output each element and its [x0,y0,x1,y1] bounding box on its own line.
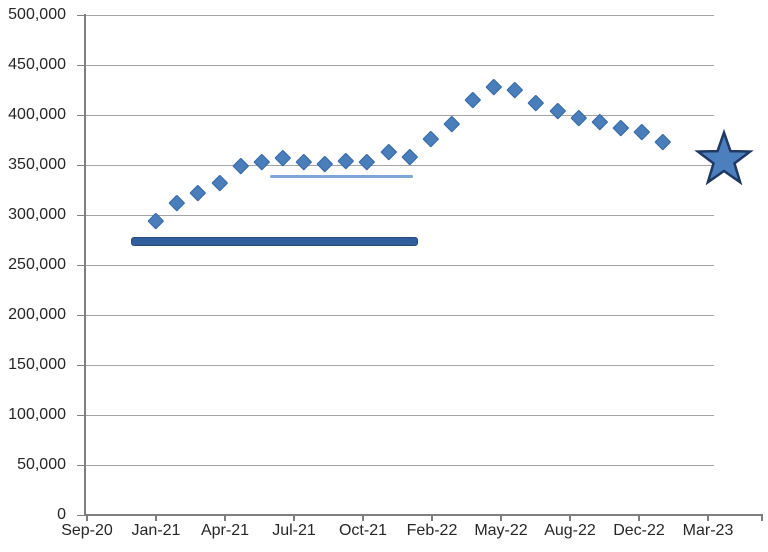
y-tick-mark [77,114,85,116]
y-axis-label: 500,000 [8,6,66,23]
data-point-mar-22 [443,115,460,133]
x-tick-mark [86,515,88,521]
y-tick-mark [77,14,85,16]
x-axis-label: Mar-23 [682,522,734,539]
x-axis-label: Jul-21 [272,522,316,539]
y-axis-label: 150,000 [8,356,66,373]
y-tick-mark [77,264,85,266]
x-axis-label: Sep-20 [61,522,113,539]
y-gridline [86,364,714,366]
x-tick-mark [707,515,709,521]
data-point-may-22 [485,78,503,96]
y-axis-label: 450,000 [8,56,66,73]
x-axis-label: May-22 [474,522,528,539]
x-tick-mark [224,515,226,521]
data-point-jul-22 [528,94,545,112]
y-tick-mark [77,64,85,66]
data-point-sep-22 [570,109,587,127]
data-point-may-21 [232,157,249,175]
x-axis-label: Dec-22 [613,522,665,539]
y-axis-label: 200,000 [8,306,66,323]
data-point-jan-22 [401,148,418,166]
y-axis-label: 100,000 [8,406,66,423]
y-axis-label: 250,000 [8,256,66,273]
data-point-jun-22 [506,81,524,99]
x-tick-mark [500,515,502,521]
data-point-aug-21 [295,153,313,171]
data-point-feb-22 [422,130,439,148]
data-point-aug-22 [549,102,566,120]
y-tick-mark [77,164,85,166]
x-axis-label: Aug-22 [544,522,596,539]
y-axis-line [84,14,86,516]
star-marker [694,128,755,186]
x-tick-mark [362,515,364,521]
baseline-bar-annotation [130,236,418,246]
y-gridline [86,114,714,116]
data-point-oct-21 [337,152,355,170]
data-point-dec-22 [633,123,651,141]
data-point-jan-23 [654,133,672,151]
x-axis-label: Oct-21 [338,522,387,539]
y-axis-label: 350,000 [8,156,66,173]
y-gridline [86,214,714,216]
y-tick-mark [77,314,85,316]
reference-line-annotation [269,174,413,178]
data-point-apr-21 [211,174,228,192]
y-axis-label: 400,000 [8,106,66,123]
star-icon [694,128,755,186]
y-tick-mark [77,214,85,216]
x-tick-mark-end [761,515,763,521]
x-axis-label: Feb-22 [406,522,458,539]
y-tick-mark [77,464,85,466]
data-point-feb-21 [168,194,186,212]
y-gridline [86,164,714,166]
x-tick-mark [155,515,157,521]
data-point-nov-22 [612,119,629,137]
x-axis-label: Jan-21 [131,522,181,539]
y-gridline [86,464,714,466]
y-gridline [86,414,714,416]
x-tick-mark [431,515,433,521]
y-axis-label: 0 [57,506,66,523]
data-point-jun-21 [253,153,270,171]
data-point-dec-21 [380,143,397,161]
y-tick-mark [77,414,85,416]
x-axis-line [84,514,763,516]
x-tick-mark [293,515,295,521]
y-axis-label: 50,000 [17,456,66,473]
x-axis-label: Apr-21 [200,522,250,539]
data-point-nov-21 [359,153,376,171]
x-tick-mark [569,515,571,521]
data-point-mar-21 [190,184,207,202]
y-axis-label: 300,000 [8,206,66,223]
y-gridline [86,264,714,266]
data-point-apr-22 [464,91,482,109]
y-tick-mark [77,514,85,516]
data-point-sep-21 [316,155,334,173]
y-tick-mark [77,364,85,366]
y-gridline [86,64,714,66]
y-gridline [86,314,714,316]
y-gridline [86,14,714,16]
x-tick-mark [638,515,640,521]
data-point-oct-22 [591,113,608,131]
